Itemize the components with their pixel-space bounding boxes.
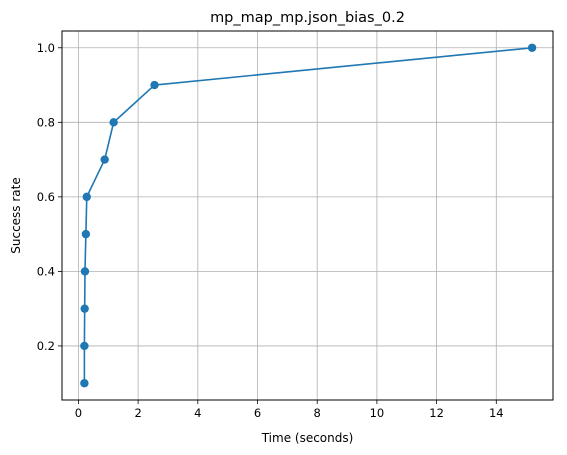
axis-ticks: 0 2 4 6 8 10 12 14 0.2 0.4 0.6 0.8 1.0 — [37, 41, 504, 420]
data-point — [81, 229, 91, 239]
plot-frame — [61, 30, 554, 401]
y-tick-label: 0.4 — [37, 264, 55, 278]
x-tick-label: 4 — [194, 406, 201, 420]
x-tick-label: 6 — [254, 406, 261, 420]
y-tick-label: 0.2 — [37, 339, 55, 353]
chart-title: mp_map_mp.json_bias_0.2 — [210, 10, 405, 26]
y-axis-label: Success rate — [9, 177, 23, 254]
data-point — [527, 43, 537, 52]
data-point — [109, 118, 118, 127]
series-layer — [80, 43, 537, 388]
x-axis-label: Time (seconds) — [261, 431, 354, 445]
data-point — [80, 304, 89, 313]
data-point — [100, 155, 109, 164]
x-tick-label: 12 — [429, 406, 444, 420]
x-tick-label: 14 — [489, 406, 504, 420]
y-tick-label: 0.6 — [37, 190, 55, 204]
x-tick-label: 8 — [314, 406, 321, 420]
data-point — [80, 267, 90, 276]
data-point — [150, 80, 159, 90]
x-tick-label: 0 — [75, 406, 82, 420]
y-tick-label: 0.8 — [37, 115, 55, 129]
x-tick-label: 10 — [370, 406, 385, 420]
data-point — [82, 192, 91, 202]
series-line — [83, 46, 533, 384]
grid-lines — [62, 31, 553, 400]
y-tick-label: 1.0 — [37, 41, 55, 55]
data-point — [80, 341, 89, 351]
data-point — [80, 379, 89, 388]
x-tick-label: 2 — [134, 406, 141, 420]
